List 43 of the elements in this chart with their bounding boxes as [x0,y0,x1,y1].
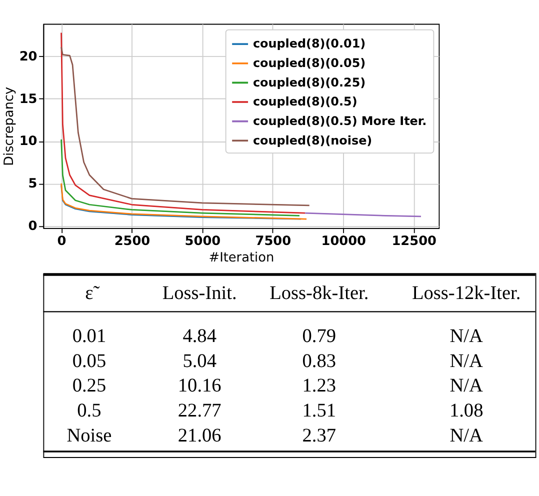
y-tick-label: 0 [28,218,38,234]
text: N/A [450,376,484,397]
legend-label: coupled(8)(0.5) More Iter. [252,114,427,128]
text: 1.08 [449,400,484,422]
x-tick-label: 7500 [255,234,292,250]
text: Loss-8k-Iter. [270,282,369,304]
x-tick-label: 2500 [114,234,150,250]
text: 0.79 [302,326,336,348]
text: 0.01 [72,326,106,348]
text: 22.77 [178,400,222,422]
x-tick-label: 10000 [321,234,366,250]
text: 0.83 [302,350,336,372]
text: 0.25 [72,376,106,397]
y-tick-label: 20 [19,50,38,65]
legend-label: coupled(8)(0.05) [252,56,366,70]
text: ε̃ [85,282,100,304]
x-tick-label: 12500 [392,234,437,250]
text: 0.05 [72,350,106,372]
text: N/A [450,326,484,348]
y-axis-title: Discrepancy [2,86,17,166]
y-tick-label: 15 [19,92,38,107]
x-tick-label: 5000 [184,234,221,250]
text: 4.84 [182,326,217,348]
y-tick-label: 10 [19,134,38,150]
text: 2.37 [302,425,336,446]
text: 5.04 [182,350,217,372]
text: 1.23 [302,376,336,397]
text: 0.5 [77,400,102,422]
legend-label: coupled(8)(0.5) [252,94,358,109]
legend-label: coupled(8)(0.25) [252,75,366,90]
text: N/A [450,425,484,446]
text: Loss-12k-Iter. [412,282,521,304]
text: Noise [66,425,112,446]
text: 10.16 [178,376,222,397]
text: 1.51 [302,400,336,422]
y-tick-label: 5 [28,176,38,192]
x-tick-label: 0 [57,234,66,250]
legend-label: coupled(8)(0.01) [252,36,366,51]
text: N/A [450,350,484,372]
text: 21.06 [178,425,222,446]
legend-label: coupled(8)(noise) [252,133,372,148]
text: Loss-Init. [162,282,237,304]
x-axis-title: #Iteration [208,250,274,266]
